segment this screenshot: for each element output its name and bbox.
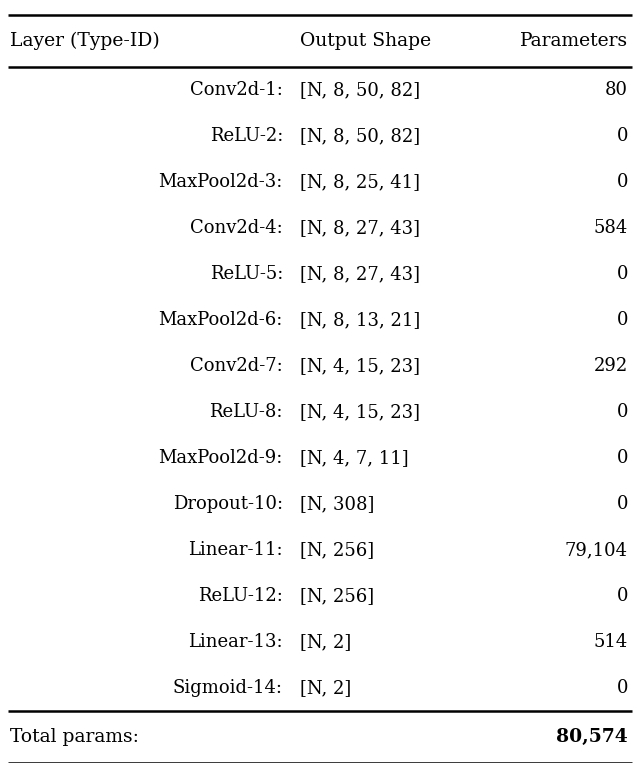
- Text: [N, 4, 7, 11]: [N, 4, 7, 11]: [300, 449, 408, 467]
- Text: 0: 0: [616, 403, 628, 421]
- Text: MaxPool2d-6:: MaxPool2d-6:: [159, 311, 283, 329]
- Text: 0: 0: [616, 265, 628, 283]
- Text: Layer (Type-ID): Layer (Type-ID): [10, 32, 160, 50]
- Text: MaxPool2d-9:: MaxPool2d-9:: [159, 449, 283, 467]
- Text: Conv2d-1:: Conv2d-1:: [190, 81, 283, 99]
- Text: [N, 308]: [N, 308]: [300, 495, 374, 513]
- Text: Total params:: Total params:: [10, 728, 139, 746]
- Text: Conv2d-4:: Conv2d-4:: [190, 219, 283, 237]
- Text: 0: 0: [616, 173, 628, 191]
- Text: [N, 2]: [N, 2]: [300, 679, 351, 697]
- Text: [N, 8, 13, 21]: [N, 8, 13, 21]: [300, 311, 420, 329]
- Text: Parameters: Parameters: [520, 32, 628, 50]
- Text: 80: 80: [605, 81, 628, 99]
- Text: [N, 4, 15, 23]: [N, 4, 15, 23]: [300, 403, 420, 421]
- Text: 0: 0: [616, 127, 628, 145]
- Text: [N, 256]: [N, 256]: [300, 541, 374, 559]
- Text: 514: 514: [594, 633, 628, 651]
- Text: ReLU-12:: ReLU-12:: [198, 587, 283, 605]
- Text: Output Shape: Output Shape: [300, 32, 431, 50]
- Text: 0: 0: [616, 679, 628, 697]
- Text: [N, 8, 27, 43]: [N, 8, 27, 43]: [300, 219, 420, 237]
- Text: [N, 8, 50, 82]: [N, 8, 50, 82]: [300, 81, 420, 99]
- Text: 292: 292: [594, 357, 628, 375]
- Text: 0: 0: [616, 495, 628, 513]
- Text: ReLU-8:: ReLU-8:: [209, 403, 283, 421]
- Text: [N, 8, 25, 41]: [N, 8, 25, 41]: [300, 173, 420, 191]
- Text: Conv2d-7:: Conv2d-7:: [190, 357, 283, 375]
- Text: 80,574: 80,574: [556, 728, 628, 746]
- Text: Linear-11:: Linear-11:: [188, 541, 283, 559]
- Text: [N, 256]: [N, 256]: [300, 587, 374, 605]
- Text: ReLU-2:: ReLU-2:: [210, 127, 283, 145]
- Text: 0: 0: [616, 449, 628, 467]
- Text: [N, 4, 15, 23]: [N, 4, 15, 23]: [300, 357, 420, 375]
- Text: 0: 0: [616, 587, 628, 605]
- Text: 584: 584: [594, 219, 628, 237]
- Text: [N, 2]: [N, 2]: [300, 633, 351, 651]
- Text: Linear-13:: Linear-13:: [188, 633, 283, 651]
- Text: Dropout-10:: Dropout-10:: [173, 495, 283, 513]
- Text: [N, 8, 27, 43]: [N, 8, 27, 43]: [300, 265, 420, 283]
- Text: [N, 8, 50, 82]: [N, 8, 50, 82]: [300, 127, 420, 145]
- Text: 79,104: 79,104: [565, 541, 628, 559]
- Text: Sigmoid-14:: Sigmoid-14:: [173, 679, 283, 697]
- Text: MaxPool2d-3:: MaxPool2d-3:: [159, 173, 283, 191]
- Text: 0: 0: [616, 311, 628, 329]
- Text: ReLU-5:: ReLU-5:: [210, 265, 283, 283]
